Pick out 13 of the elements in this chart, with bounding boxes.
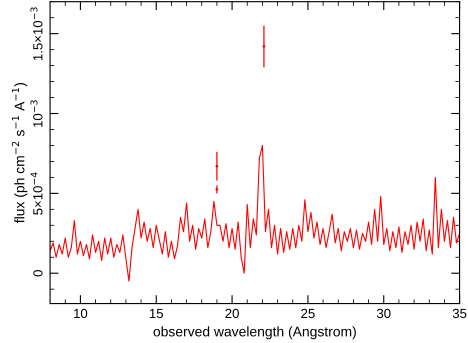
y-tick-label: 10$^{−3}$ [30,100,43,127]
y-tick-label: 5×10$^{−4}$ [30,172,43,215]
y-axis-title: flux (ph cm$^{−2}$ s$^{−1}$ A$^{−1}$) [12,83,28,223]
x-tick-label: 15 [150,308,164,318]
y-tick-label: 0 [33,270,43,276]
x-tick-label: 35 [452,308,466,318]
x-tick-label: 30 [376,308,391,318]
line-series [50,144,460,282]
x-axis-title: observed wavelength (Angstrom) [154,326,356,340]
x-tick-label: 10 [74,308,88,318]
x-tick-label: 20 [225,308,239,318]
y-tick-label: 1.5×10$^{−3}$ [30,7,43,60]
x-tick-label: 25 [301,308,315,318]
